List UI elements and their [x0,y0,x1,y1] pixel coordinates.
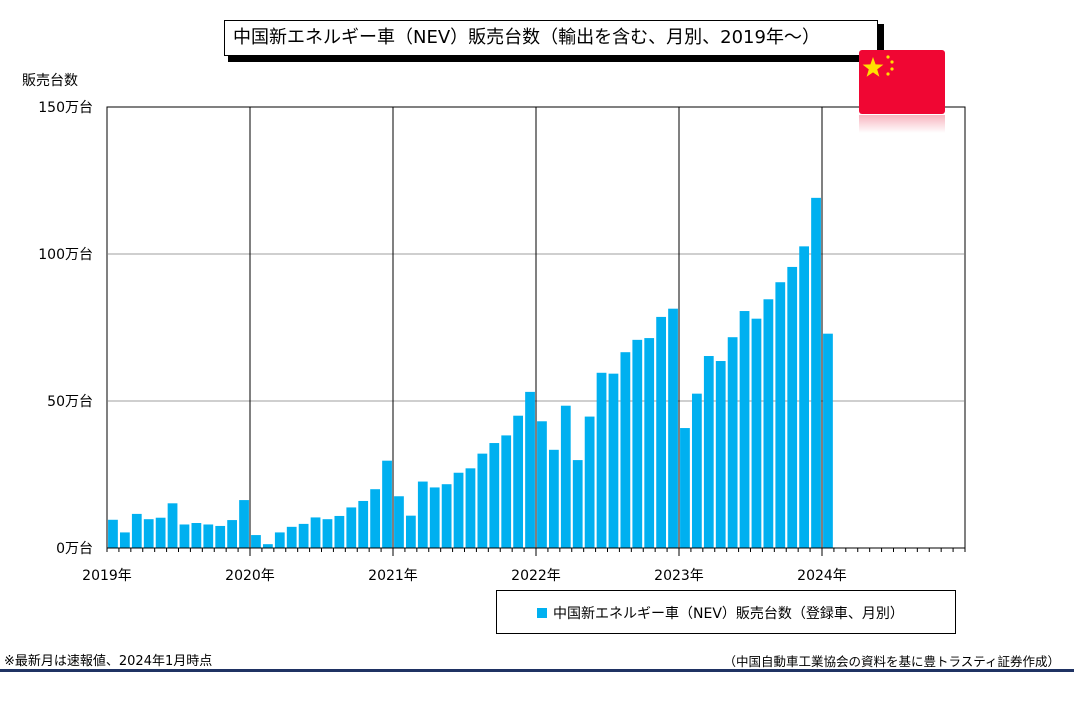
bar [394,496,404,548]
bottom-divider [0,669,1074,672]
bar [739,311,750,548]
bar [239,500,249,548]
bar [346,507,357,548]
bar [274,532,285,548]
bar [453,472,464,548]
bar [656,316,667,548]
bar [334,515,345,548]
bar [251,535,261,548]
china-flag-icon [859,50,945,134]
bar [298,523,309,548]
bar [608,373,619,548]
bar [143,519,154,548]
y-tick-label: 100万台 [38,247,93,263]
bar [763,299,774,548]
bar [560,405,571,548]
legend-swatch [537,608,547,618]
bar [620,352,631,548]
bar [441,484,452,548]
x-tick-label: 2024年 [797,568,847,584]
bar [191,523,202,548]
bar [513,415,524,548]
x-tick-label: 2021年 [368,568,418,584]
bar [429,487,440,548]
bar [477,453,488,548]
bar [691,393,702,548]
bar [596,372,607,548]
x-tick-label: 2023年 [654,568,704,584]
bar [203,524,214,548]
x-tick-label: 2022年 [511,568,561,584]
bar [215,525,226,548]
bar [715,361,726,548]
bar [548,449,559,548]
legend: 中国新エネルギー車（NEV）販売台数（登録車、月別） [496,590,956,634]
bar [811,197,821,548]
bar [417,481,428,548]
bar [751,318,762,548]
x-tick-label: 2020年 [225,568,275,584]
bar [799,246,810,548]
bar [668,308,678,548]
x-tick-label: 2019年 [82,568,132,584]
y-tick-label: 50万台 [47,394,93,410]
chart-title-box: 中国新エネルギー車（NEV）販売台数（輸出を含む、月別、2019年～） [224,20,884,62]
chart-title: 中国新エネルギー車（NEV）販売台数（輸出を含む、月別、2019年～） [224,20,878,56]
bar [823,333,833,548]
bar [787,266,798,548]
bar [405,515,416,548]
bar [286,526,297,548]
bar [632,339,643,548]
bar [727,337,738,548]
bar [370,489,381,548]
source-note: （中国自動車工業協会の資料を基に豊トラスティ証券作成） [723,654,1060,669]
bar [644,338,655,548]
bar [537,421,547,548]
bar [155,517,166,548]
bar [108,519,118,548]
bar [489,443,500,548]
bar [775,282,786,548]
bar [501,435,512,548]
bar [525,391,535,548]
bar [584,416,595,548]
y-tick-label: 150万台 [38,100,93,116]
bar [358,500,369,548]
bar [680,428,690,548]
bar [227,520,238,548]
bar [167,503,178,548]
bar [119,532,130,548]
bar [703,356,714,548]
y-axis-label: 販売台数 [22,73,78,89]
y-tick-label: 0万台 [56,541,93,557]
legend-label: 中国新エネルギー車（NEV）販売台数（登録車、月別） [553,606,904,622]
bar [179,524,190,548]
bar [572,460,583,548]
bar [310,517,321,548]
bar [262,544,273,548]
bar [131,513,142,548]
bar [465,468,476,548]
footnote-latest-month: ※最新月は速報値、2024年1月時点 [4,654,213,669]
bar [322,519,333,548]
bar [382,460,392,548]
